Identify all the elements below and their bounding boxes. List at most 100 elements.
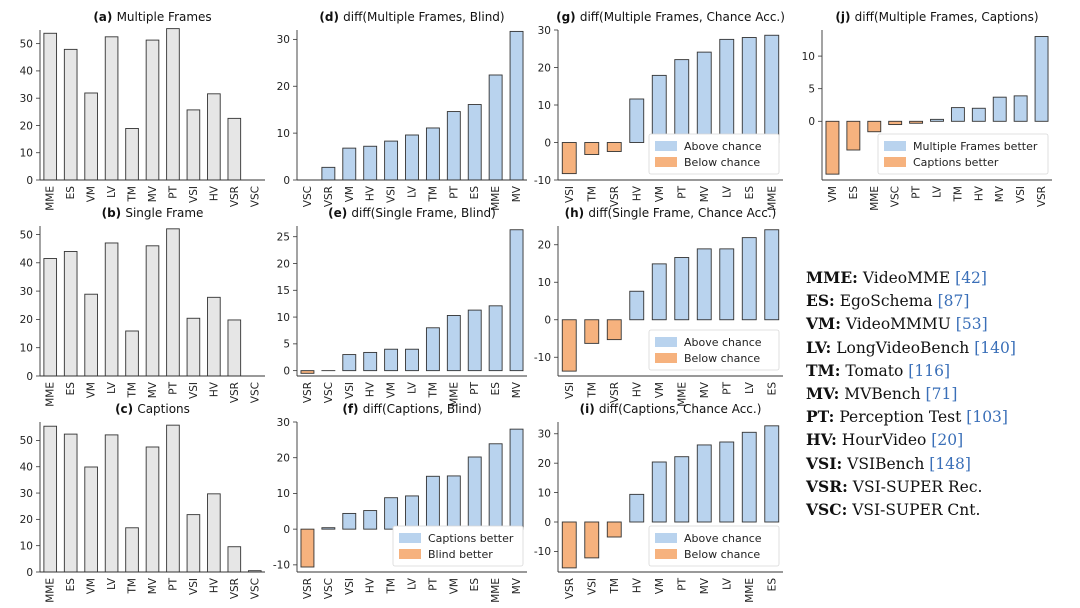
y-tick-label: 0 bbox=[26, 175, 33, 187]
abbreviation-key: TM bbox=[806, 360, 835, 380]
abbreviation-entry: VM: VideoMMMU [53] bbox=[806, 312, 1016, 335]
abbreviation-name: EgoSchema bbox=[839, 292, 933, 311]
x-tick-label: VSC bbox=[302, 186, 314, 207]
x-tick-label: LV bbox=[744, 381, 756, 394]
citation: 87 bbox=[943, 292, 964, 311]
abbreviation-entry: PT: Perception Test [103] bbox=[806, 405, 1016, 428]
bar bbox=[145, 446, 160, 573]
y-tick-label: 10 bbox=[802, 51, 815, 63]
abbreviation-key: VM bbox=[806, 314, 836, 334]
abbreviation-key: VSI bbox=[806, 453, 837, 473]
x-tick-label: VSR bbox=[609, 382, 621, 403]
x-tick-label: ES bbox=[65, 186, 77, 200]
x-tick-label: VSI bbox=[386, 186, 398, 203]
x-tick-label: MME bbox=[766, 186, 778, 211]
abbreviation-key: MME bbox=[806, 268, 853, 287]
bar bbox=[509, 428, 524, 530]
abbreviation-key: ES bbox=[806, 291, 830, 311]
chart-panel-i: (i) diff(Captions, Chance Acc.) -10 0 10 20 3… bbox=[534, 402, 783, 603]
x-tick-label: VM bbox=[386, 382, 398, 398]
bar bbox=[125, 527, 139, 573]
bar bbox=[186, 514, 201, 573]
x-tick-label: VSI bbox=[188, 382, 200, 399]
x-tick-label: PT bbox=[427, 577, 439, 590]
bar bbox=[321, 527, 336, 530]
x-tick-label: TM bbox=[427, 186, 439, 202]
bar bbox=[84, 466, 98, 573]
bar bbox=[606, 319, 622, 341]
x-tick-label: MV bbox=[147, 577, 159, 594]
x-tick-label: TM bbox=[386, 578, 398, 594]
bar bbox=[43, 425, 58, 573]
x-tick-label: TM bbox=[952, 186, 964, 202]
x-tick-label: MV bbox=[699, 185, 711, 202]
bar bbox=[950, 107, 965, 122]
x-tick-label: LV bbox=[721, 577, 733, 590]
legend-label: Below chance bbox=[684, 352, 760, 365]
panel-label: (h) bbox=[565, 206, 589, 220]
bar bbox=[363, 145, 378, 181]
x-tick-label: MME bbox=[45, 382, 57, 407]
bar bbox=[363, 351, 378, 372]
abbreviation-name: HourVideo bbox=[841, 431, 927, 450]
x-tick-label: HV bbox=[973, 185, 985, 201]
y-tick-label: 20 bbox=[538, 240, 551, 252]
x-tick-label: PT bbox=[911, 185, 923, 198]
chart-panel-c: (c) Captions 0 10 20 30 40 50 MME ES VM LV TM MV PT VS… bbox=[20, 402, 265, 603]
legend-label: Captions better bbox=[913, 156, 999, 169]
abbreviation-name: VSIBench bbox=[847, 454, 925, 473]
bar bbox=[509, 30, 524, 181]
bar bbox=[166, 228, 180, 377]
legend-swatch bbox=[884, 141, 906, 151]
legend bbox=[648, 329, 780, 371]
abbreviation-name: Tomato bbox=[845, 361, 904, 380]
x-tick-label: VM bbox=[827, 186, 839, 202]
abbreviation-entry: VSC: VSI-SUPER Cnt. bbox=[806, 498, 1016, 521]
x-tick-label: MV bbox=[699, 381, 711, 398]
x-tick-label: VSR bbox=[302, 382, 314, 403]
bar bbox=[719, 38, 735, 143]
abbreviation-key: VSR bbox=[806, 476, 843, 496]
abbreviation-key: MV bbox=[806, 383, 834, 403]
y-tick-label: 10 bbox=[538, 487, 551, 499]
y-tick-label: 40 bbox=[20, 66, 33, 78]
y-tick-label: -10 bbox=[534, 175, 551, 187]
y-tick-label: 30 bbox=[277, 34, 290, 46]
citation: 140 bbox=[980, 338, 1010, 357]
bar bbox=[909, 120, 924, 124]
x-tick-label: VM bbox=[448, 578, 460, 594]
x-tick-label: PT bbox=[167, 381, 179, 394]
bar bbox=[125, 330, 139, 377]
bar bbox=[84, 92, 98, 181]
x-tick-label: VSI bbox=[188, 186, 200, 203]
y-tick-label: 20 bbox=[277, 81, 290, 93]
y-tick-label: 10 bbox=[20, 148, 33, 160]
bar bbox=[207, 493, 221, 573]
panel-title: (b) Single Frame bbox=[102, 206, 204, 220]
y-tick-label: 10 bbox=[277, 128, 290, 140]
abbreviation-name: MVBench bbox=[844, 384, 921, 403]
citation: 20 bbox=[937, 431, 958, 450]
x-tick-label: VM bbox=[86, 186, 98, 202]
y-tick-label: 5 bbox=[808, 83, 815, 95]
x-tick-label: PT bbox=[676, 577, 688, 590]
bar bbox=[145, 245, 160, 377]
legend-label: Above chance bbox=[684, 336, 762, 349]
bar bbox=[446, 475, 461, 530]
panel-label: (c) bbox=[115, 402, 137, 416]
legend-swatch bbox=[655, 157, 677, 167]
x-tick-label: VSR bbox=[229, 578, 241, 599]
legend bbox=[392, 525, 524, 567]
y-tick-label: 30 bbox=[20, 286, 33, 298]
bar bbox=[84, 293, 98, 377]
bar bbox=[719, 248, 735, 321]
bar bbox=[651, 461, 667, 523]
bar bbox=[764, 34, 780, 143]
bar bbox=[186, 317, 201, 377]
y-tick-label: 0 bbox=[544, 315, 551, 327]
panel-label: (d) bbox=[319, 10, 343, 24]
x-tick-label: VM bbox=[654, 186, 666, 202]
citation: 103 bbox=[972, 408, 1002, 427]
y-tick-label: 0 bbox=[283, 365, 290, 377]
